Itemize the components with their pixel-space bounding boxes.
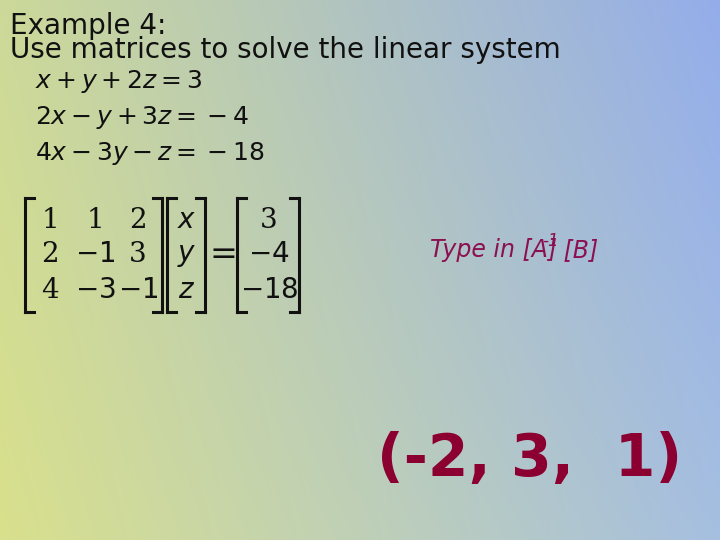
Text: 1: 1 (41, 206, 59, 233)
Text: $-1$: $-1$ (75, 241, 115, 268)
Text: $x + y + 2z = 3$: $x + y + 2z = 3$ (35, 68, 202, 95)
Text: 1: 1 (86, 206, 104, 233)
Text: (-2, 3,  1): (-2, 3, 1) (377, 431, 683, 489)
Text: Example 4:: Example 4: (10, 12, 166, 40)
Text: 3: 3 (129, 241, 147, 268)
Text: 3: 3 (260, 206, 278, 233)
Text: Type in [A]: Type in [A] (430, 238, 557, 262)
Text: $-4$: $-4$ (248, 241, 289, 268)
Text: $y$: $y$ (177, 241, 197, 269)
Text: [B]: [B] (556, 238, 598, 262)
Text: $x$: $x$ (177, 206, 197, 234)
Text: $2x - y + 3z = -4$: $2x - y + 3z = -4$ (35, 104, 249, 131)
Text: $-18$: $-18$ (240, 276, 298, 303)
Text: 4: 4 (41, 276, 59, 303)
Text: 2: 2 (129, 206, 147, 233)
Text: $-3$: $-3$ (75, 276, 115, 303)
Text: $-1$: $-1$ (118, 276, 158, 303)
Text: $4x - 3y - z = -18$: $4x - 3y - z = -18$ (35, 140, 264, 167)
Text: Use matrices to solve the linear system: Use matrices to solve the linear system (10, 36, 561, 64)
Text: =: = (209, 239, 237, 272)
Text: 2: 2 (41, 241, 59, 268)
Text: -1: -1 (542, 232, 559, 250)
Text: $z$: $z$ (179, 276, 196, 304)
